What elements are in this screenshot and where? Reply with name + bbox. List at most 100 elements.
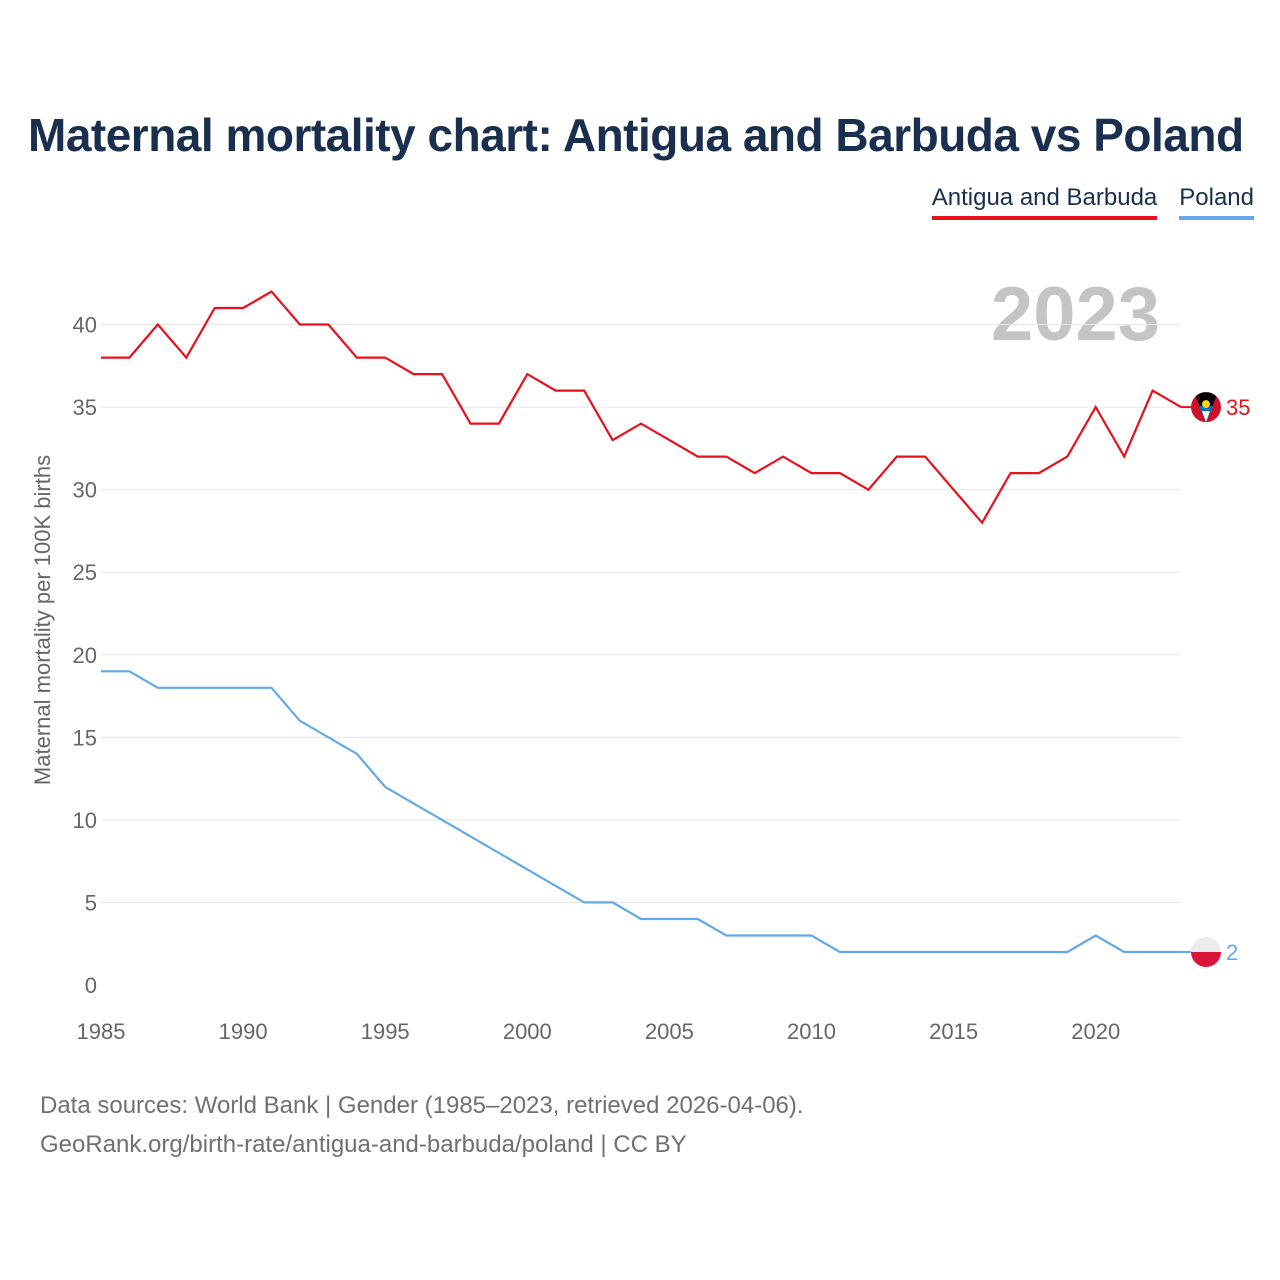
- attribution-link[interactable]: GeoRank.org/birth-rate/antigua-and-barbu…: [40, 1131, 687, 1158]
- data-point-poland-2020: [1094, 934, 1097, 937]
- x-tick-label-2020: 2020: [1071, 1019, 1120, 1044]
- data-point-poland-1992: [298, 719, 301, 722]
- data-point-poland-2016: [981, 950, 984, 953]
- data-point-antigua-and-barbuda-2010: [810, 472, 813, 475]
- data-point-antigua-and-barbuda-2012: [867, 488, 870, 491]
- data-point-poland-1986: [128, 670, 131, 673]
- data-point-poland-1999: [497, 851, 500, 854]
- x-tick-label-2015: 2015: [929, 1019, 978, 1044]
- data-point-antigua-and-barbuda-2005: [668, 439, 671, 442]
- data-point-poland-2008: [753, 934, 756, 937]
- data-point-poland-2015: [952, 950, 955, 953]
- data-point-poland-2000: [526, 868, 529, 871]
- legend: Antigua and Barbuda Poland: [931, 184, 1254, 220]
- data-point-poland-2022: [1151, 950, 1154, 953]
- data-point-antigua-and-barbuda-2019: [1066, 455, 1069, 458]
- data-point-antigua-and-barbuda-1988: [185, 356, 188, 359]
- data-point-antigua-and-barbuda-1986: [128, 356, 131, 359]
- data-point-poland-2017: [1009, 950, 1012, 953]
- data-point-antigua-and-barbuda-2008: [753, 472, 756, 475]
- data-point-poland-2012: [867, 950, 870, 953]
- data-point-poland-2006: [696, 917, 699, 920]
- data-point-poland-2011: [838, 950, 841, 953]
- data-point-poland-2009: [782, 934, 785, 937]
- y-tick-label-25: 25: [73, 560, 97, 585]
- data-point-antigua-and-barbuda-1989: [213, 307, 216, 310]
- x-tick-label-2000: 2000: [503, 1019, 552, 1044]
- data-point-poland-1996: [412, 802, 415, 805]
- data-point-poland-1985: [100, 670, 103, 673]
- data-point-poland-1989: [213, 686, 216, 689]
- data-point-poland-2003: [611, 901, 614, 904]
- series-line-antigua-and-barbuda: [101, 290, 1182, 525]
- data-point-antigua-and-barbuda-1996: [412, 373, 415, 376]
- data-point-antigua-and-barbuda-2006: [696, 455, 699, 458]
- y-tick-label-30: 30: [73, 478, 97, 503]
- data-point-antigua-and-barbuda-1992: [298, 323, 301, 326]
- y-tick-label-40: 40: [73, 313, 97, 338]
- x-tick-label-1985: 1985: [77, 1019, 126, 1044]
- x-tick-label-1990: 1990: [219, 1019, 268, 1044]
- data-point-antigua-and-barbuda-1995: [384, 356, 387, 359]
- y-axis-label: Maternal mortality per 100K births: [30, 455, 55, 785]
- data-point-poland-1993: [327, 736, 330, 739]
- data-point-antigua-and-barbuda-2003: [611, 439, 614, 442]
- x-tick-label-2010: 2010: [787, 1019, 836, 1044]
- data-point-antigua-and-barbuda-1985: [100, 356, 103, 359]
- y-tick-label-0: 0: [85, 973, 97, 998]
- data-point-poland-1995: [384, 785, 387, 788]
- x-tick-label-1995: 1995: [361, 1019, 410, 1044]
- data-point-poland-2004: [640, 917, 643, 920]
- data-point-antigua-and-barbuda-1999: [497, 422, 500, 425]
- data-point-poland-2007: [725, 934, 728, 937]
- data-point-antigua-and-barbuda-2014: [924, 455, 927, 458]
- data-point-antigua-and-barbuda-2022: [1151, 389, 1154, 392]
- data-point-antigua-and-barbuda-1991: [270, 290, 273, 293]
- y-tick-label-35: 35: [73, 395, 97, 420]
- legend-item-poland[interactable]: Poland: [1179, 184, 1254, 220]
- data-point-poland-1991: [270, 686, 273, 689]
- data-point-antigua-and-barbuda-1990: [242, 307, 245, 310]
- data-point-antigua-and-barbuda-2017: [1009, 472, 1012, 475]
- data-source-note: Data sources: World Bank | Gender (1985–…: [40, 1092, 804, 1119]
- data-point-poland-1998: [469, 835, 472, 838]
- antigua-and-barbuda-flag-icon: [1191, 392, 1221, 423]
- end-value-label-poland: 2: [1226, 940, 1238, 965]
- data-point-poland-1997: [441, 818, 444, 821]
- data-point-antigua-and-barbuda-2018: [1037, 472, 1040, 475]
- end-value-label-antigua-and-barbuda: 35: [1226, 395, 1250, 420]
- data-point-antigua-and-barbuda-2021: [1123, 455, 1126, 458]
- data-point-antigua-and-barbuda-1997: [441, 373, 444, 376]
- y-tick-label-20: 20: [73, 643, 97, 668]
- data-point-poland-2018: [1037, 950, 1040, 953]
- data-point-antigua-and-barbuda-2016: [981, 521, 984, 524]
- data-point-poland-2005: [668, 917, 671, 920]
- data-point-antigua-and-barbuda-2002: [583, 389, 586, 392]
- data-point-antigua-and-barbuda-2000: [526, 373, 529, 376]
- data-point-poland-2001: [554, 884, 557, 887]
- data-point-poland-2014: [924, 950, 927, 953]
- data-point-antigua-and-barbuda-2011: [838, 472, 841, 475]
- data-point-poland-2021: [1123, 950, 1126, 953]
- data-point-antigua-and-barbuda-2015: [952, 488, 955, 491]
- footer: Data sources: World Bank | Gender (1985–…: [40, 1086, 804, 1164]
- y-tick-label-5: 5: [85, 890, 97, 915]
- legend-item-antigua-and-barbuda[interactable]: Antigua and Barbuda: [931, 184, 1158, 220]
- y-tick-label-15: 15: [73, 725, 97, 750]
- data-point-poland-2019: [1066, 950, 1069, 953]
- data-point-antigua-and-barbuda-1994: [355, 356, 358, 359]
- data-point-antigua-and-barbuda-2013: [895, 455, 898, 458]
- data-point-poland-2013: [895, 950, 898, 953]
- data-point-poland-2002: [583, 901, 586, 904]
- data-point-antigua-and-barbuda-1987: [156, 323, 159, 326]
- data-point-antigua-and-barbuda-2007: [725, 455, 728, 458]
- chart-title: Maternal mortality chart: Antigua and Ba…: [28, 109, 1244, 161]
- data-point-poland-1994: [355, 752, 358, 755]
- data-point-antigua-and-barbuda-2001: [554, 389, 557, 392]
- year-watermark: 2023: [991, 272, 1160, 357]
- data-point-antigua-and-barbuda-2004: [640, 422, 643, 425]
- data-point-poland-1987: [156, 686, 159, 689]
- poland-flag-icon: [1191, 936, 1221, 967]
- data-point-poland-1990: [242, 686, 245, 689]
